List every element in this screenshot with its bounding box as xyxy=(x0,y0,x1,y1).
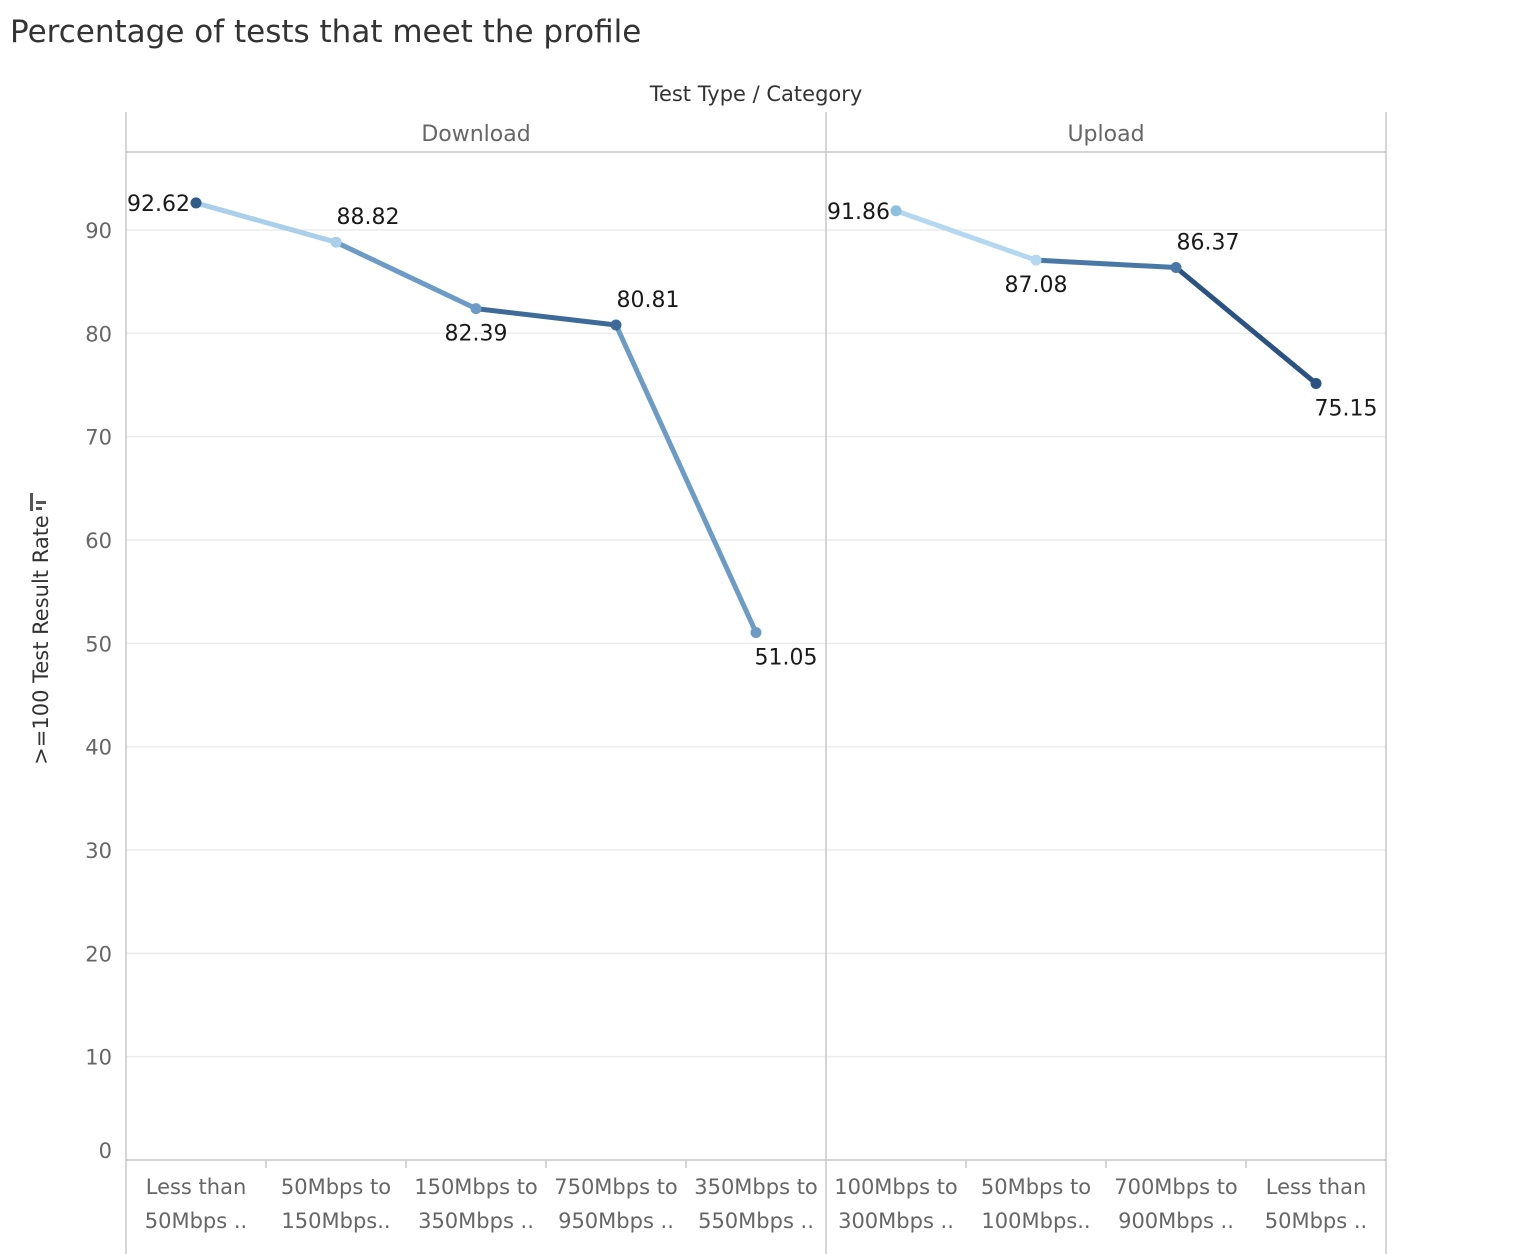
category-label: 100Mbps.. xyxy=(981,1209,1090,1233)
series-segment xyxy=(193,200,339,245)
category-label: 100Mbps to xyxy=(834,1175,958,1199)
data-point xyxy=(190,197,202,209)
data-point xyxy=(1030,254,1042,266)
category-label: 50Mbps .. xyxy=(145,1209,247,1233)
y-tick-label: 80 xyxy=(85,322,112,346)
y-tick-label: 60 xyxy=(85,529,112,553)
y-tick-label: 0 xyxy=(99,1139,112,1163)
category-label: Less than xyxy=(1266,1175,1367,1199)
series-segment xyxy=(473,306,619,328)
category-label: Less than xyxy=(146,1175,247,1199)
y-axis-title: >=100 Test Result Rate xyxy=(29,515,53,765)
series-segment xyxy=(893,208,1039,263)
chart-title: Percentage of tests that meet the profil… xyxy=(10,14,642,50)
data-label: 86.37 xyxy=(1177,231,1240,256)
sort-icon-bar xyxy=(30,493,33,511)
series-segment xyxy=(1033,257,1179,271)
data-label: 82.39 xyxy=(445,322,508,347)
series-segment xyxy=(333,239,479,312)
category-label: 50Mbps to xyxy=(281,1175,391,1199)
data-label: 75.15 xyxy=(1315,396,1378,421)
y-tick-label: 40 xyxy=(85,736,112,760)
data-point xyxy=(1170,262,1182,274)
data-point xyxy=(750,626,762,638)
data-label: 92.62 xyxy=(127,192,190,217)
y-tick-label: 90 xyxy=(85,219,112,243)
y-tick-label: 50 xyxy=(85,632,112,656)
sort-icon-bar xyxy=(36,501,46,504)
category-label: 300Mbps .. xyxy=(838,1209,954,1233)
category-label: 700Mbps to xyxy=(1114,1175,1238,1199)
data-point xyxy=(890,205,902,217)
series-layer xyxy=(190,197,1322,638)
data-label: 80.81 xyxy=(617,288,680,313)
y-tick-label: 10 xyxy=(85,1046,112,1070)
sort-icon-bar xyxy=(36,507,42,510)
grid-layer xyxy=(126,229,1386,1058)
data-point xyxy=(330,236,342,248)
y-tick-label: 70 xyxy=(85,426,112,450)
column-header: Test Type / Category xyxy=(649,82,863,106)
y-tick-label: 30 xyxy=(85,839,112,863)
category-label: 550Mbps .. xyxy=(698,1209,814,1233)
category-label: 50Mbps to xyxy=(981,1175,1091,1199)
category-label: 750Mbps to xyxy=(554,1175,678,1199)
series-segment xyxy=(1173,265,1319,386)
data-label: 87.08 xyxy=(1005,273,1068,298)
category-label: 950Mbps .. xyxy=(558,1209,674,1233)
data-label: 51.05 xyxy=(755,645,818,670)
category-label: 900Mbps .. xyxy=(1118,1209,1234,1233)
data-label: 88.82 xyxy=(337,205,400,230)
series-segment xyxy=(613,322,759,635)
data-point xyxy=(1310,377,1322,389)
data-point xyxy=(610,319,622,331)
category-label: 350Mbps to xyxy=(694,1175,818,1199)
label-layer: 92.62 88.82 82.39 80.81 51.05 91.86 87.08 86.37… xyxy=(127,192,1377,671)
sort-icon xyxy=(30,493,46,511)
axis-layer: Test Type / Category >=100 Test Result Ra… xyxy=(29,82,1367,1233)
category-label: 350Mbps .. xyxy=(418,1209,534,1233)
panel-label: Upload xyxy=(1067,122,1144,147)
category-label: 150Mbps to xyxy=(414,1175,538,1199)
y-tick-label: 20 xyxy=(85,942,112,966)
category-label: 50Mbps .. xyxy=(1265,1209,1367,1233)
panel-label: Download xyxy=(421,122,530,147)
category-label: 150Mbps.. xyxy=(281,1209,390,1233)
data-point xyxy=(470,303,482,315)
data-label: 91.86 xyxy=(827,200,890,225)
frame-layer xyxy=(125,112,1387,1254)
